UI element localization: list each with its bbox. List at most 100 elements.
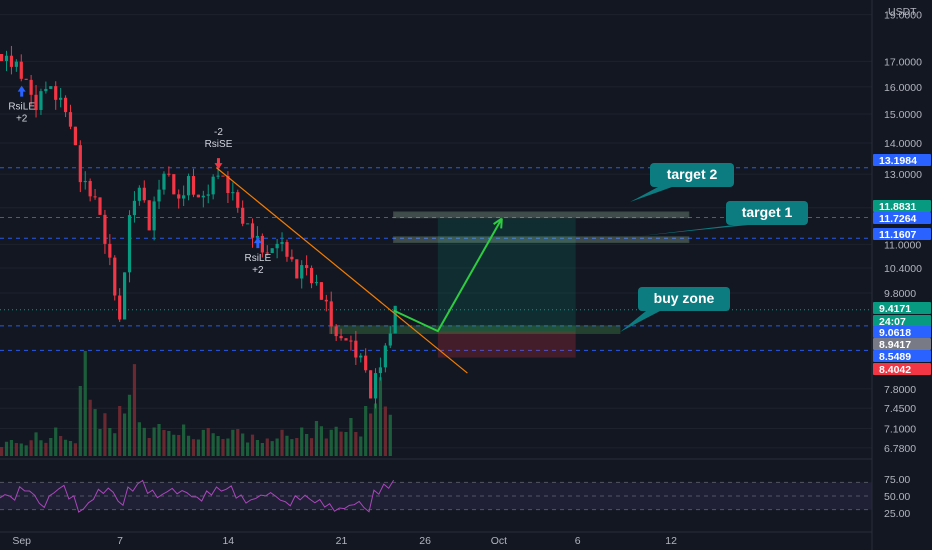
signal-sublabel: +2 <box>16 114 28 125</box>
signal-sublabel: -2 <box>214 127 223 138</box>
candle-body <box>201 195 205 198</box>
candle-body <box>378 367 383 374</box>
volume-bar <box>157 424 161 456</box>
candle-body <box>142 187 146 201</box>
price-tag-bg <box>873 326 931 338</box>
volume-bar <box>206 428 210 456</box>
buy-zone-box <box>329 325 621 334</box>
price-tick-label: 9.8000 <box>884 288 916 300</box>
candle-body <box>93 196 97 198</box>
signal-label: RsiLE <box>244 253 271 264</box>
projection-arrowhead <box>493 217 503 229</box>
signal-sublabel: +2 <box>252 265 264 276</box>
candle-body <box>88 180 92 197</box>
volume-bar <box>63 439 68 456</box>
candle-body <box>157 189 161 202</box>
volume-bar <box>241 433 245 456</box>
callout-target-1[interactable]: target 1 <box>640 201 808 236</box>
trend-line <box>216 167 468 374</box>
callout-target-2[interactable]: target 2 <box>630 163 734 202</box>
volume-bar <box>191 439 196 456</box>
volume-bar <box>305 434 309 456</box>
rsi-tick-label: 25.00 <box>884 508 910 520</box>
volume-bar <box>354 432 358 456</box>
price-tick-label: 15.0000 <box>884 109 922 121</box>
callout-buy-zone[interactable]: buy zone <box>620 287 730 332</box>
candle-body <box>221 175 225 177</box>
candle-body <box>152 201 156 231</box>
volume-bar <box>329 429 333 456</box>
candle-body <box>255 235 260 238</box>
rsi-tick-label: 75.00 <box>884 474 910 486</box>
candle-body <box>324 299 328 302</box>
candle-body <box>9 55 14 67</box>
callout-box <box>726 201 808 225</box>
callout-label: target 2 <box>667 166 718 182</box>
volume-bar <box>29 440 33 456</box>
callouts[interactable]: target 2 target 1 buy zone <box>620 163 808 332</box>
candle-body <box>339 336 343 339</box>
volume-bar <box>73 443 77 456</box>
candle-body <box>103 214 107 244</box>
drawings[interactable] <box>216 167 503 374</box>
price-tag-label: 9.4171 <box>879 303 911 315</box>
candle-body <box>285 242 289 257</box>
price-tag-bg <box>873 338 931 350</box>
volume-bar <box>4 441 9 456</box>
price-tag-label: 8.5489 <box>879 351 911 363</box>
volume-bar <box>300 427 304 456</box>
candle-body <box>19 61 23 79</box>
candle-body <box>226 176 230 193</box>
candle-body <box>236 192 240 208</box>
volume-bar <box>162 430 166 456</box>
volume-bar <box>196 439 200 456</box>
volume-bar <box>98 429 102 456</box>
candle-body <box>388 333 392 346</box>
candle-body <box>314 282 319 284</box>
volume-bar <box>118 406 122 456</box>
candle-body <box>191 176 196 195</box>
currency-label: USDT <box>888 6 917 18</box>
candle-body <box>4 55 9 62</box>
volume-bar <box>216 436 220 456</box>
volume-bar <box>275 438 279 456</box>
volume-bar <box>137 422 141 456</box>
price-tag-bg <box>873 363 931 375</box>
volume-bar <box>344 432 348 456</box>
volume-bar <box>246 442 250 456</box>
volume-bar <box>231 429 235 456</box>
candle-body <box>260 235 264 253</box>
volume-bar <box>78 386 82 456</box>
signal-down-arrow-icon <box>214 158 223 170</box>
candle-body <box>127 215 132 273</box>
candle-body <box>14 61 18 67</box>
candle-body <box>300 265 304 279</box>
callout-pointer <box>640 225 748 236</box>
price-tags: 13.198411.883111.726411.16079.417124:079… <box>873 154 931 376</box>
candle-body <box>78 145 82 183</box>
volume-bar <box>152 427 156 456</box>
rsi-line <box>0 479 395 513</box>
callout-pointer <box>630 187 672 202</box>
time-axis[interactable]: Sep 7 14 21 26 Oct 6 12 <box>0 531 872 547</box>
callout-label: buy zone <box>654 290 715 306</box>
signal-up-arrow-icon <box>253 237 262 249</box>
candle-body <box>211 176 215 195</box>
candle-body <box>373 373 378 399</box>
signal-up-arrow-icon <box>17 85 26 97</box>
volume-bar <box>373 403 378 456</box>
price-levels <box>0 167 872 351</box>
volume-bar <box>24 445 28 456</box>
candle-body <box>147 200 151 231</box>
candle-body <box>167 173 171 175</box>
candle-body <box>44 88 48 92</box>
time-tick-label: Sep <box>12 535 31 547</box>
volume-bar <box>186 435 191 456</box>
candle-body <box>216 175 220 177</box>
time-tick-label: 26 <box>419 535 431 547</box>
price-tick-label: 10.4000 <box>884 263 922 275</box>
price-tag-bg <box>873 302 931 314</box>
price-tick-label: 11.0000 <box>884 239 921 251</box>
